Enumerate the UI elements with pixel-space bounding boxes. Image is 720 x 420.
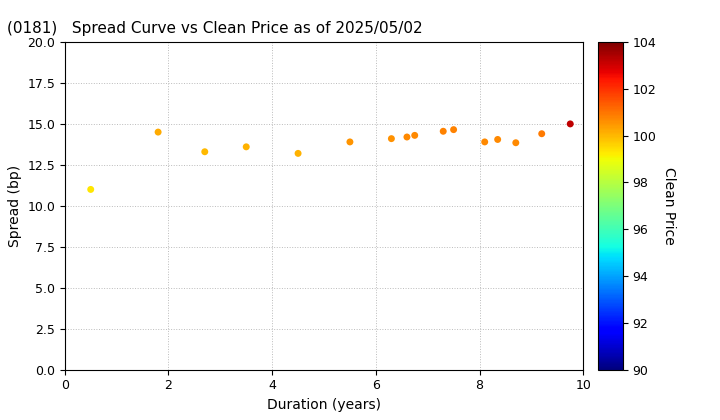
Point xyxy=(510,139,521,146)
Point xyxy=(85,186,96,193)
Point xyxy=(292,150,304,157)
Y-axis label: Clean Price: Clean Price xyxy=(662,167,676,245)
Point xyxy=(479,139,490,145)
Point xyxy=(536,130,547,137)
Point xyxy=(153,129,164,135)
Point xyxy=(409,132,420,139)
Point xyxy=(344,139,356,145)
Y-axis label: Spread (bp): Spread (bp) xyxy=(8,165,22,247)
Point xyxy=(448,126,459,133)
Point xyxy=(240,144,252,150)
X-axis label: Duration (years): Duration (years) xyxy=(267,398,381,412)
Point xyxy=(199,148,210,155)
Point xyxy=(438,128,449,135)
Point xyxy=(401,134,413,140)
Point xyxy=(564,121,576,127)
Point xyxy=(386,135,397,142)
Text: (0181)   Spread Curve vs Clean Price as of 2025/05/02: (0181) Spread Curve vs Clean Price as of… xyxy=(7,21,423,36)
Point xyxy=(492,136,503,143)
